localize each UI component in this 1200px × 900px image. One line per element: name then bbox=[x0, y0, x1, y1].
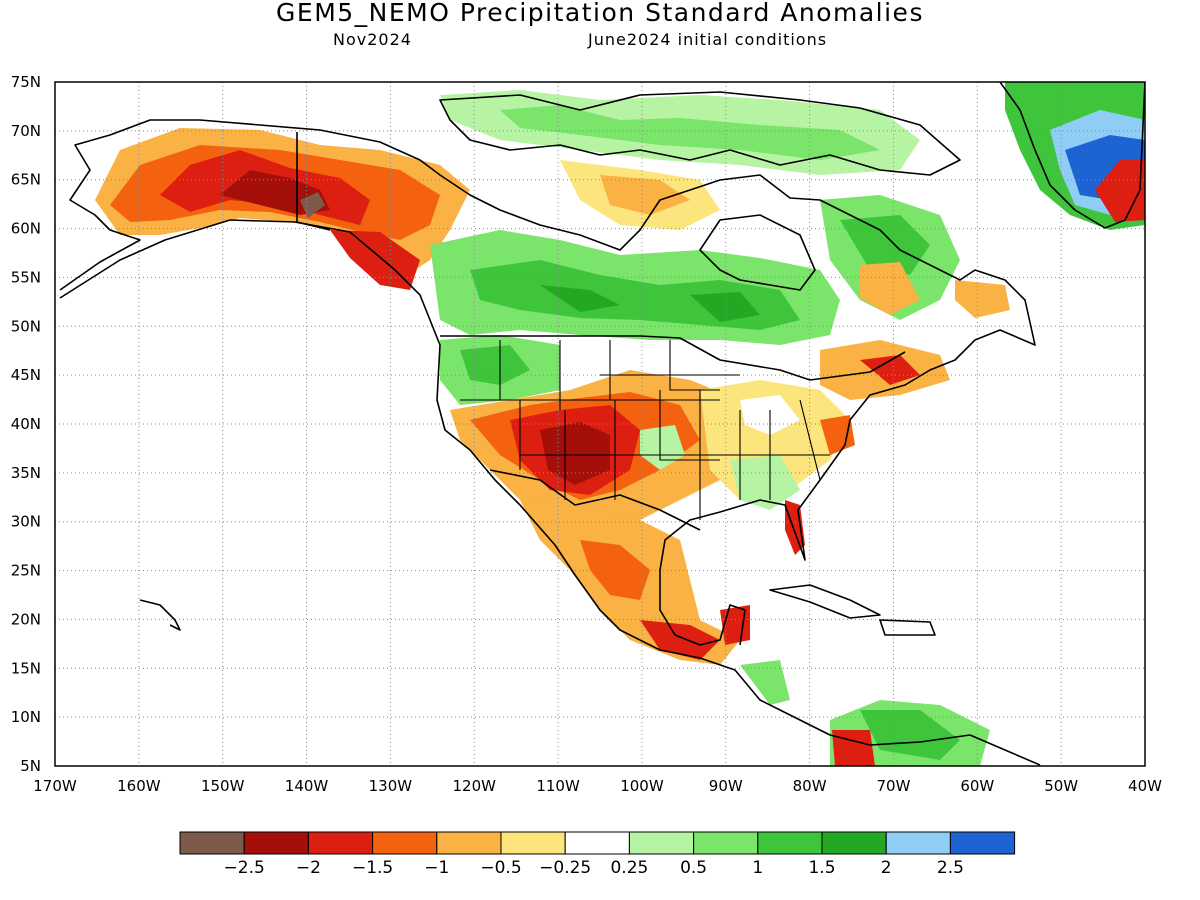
coastline-hudson-bay bbox=[699, 214, 816, 291]
colorbar-swatch bbox=[243, 831, 309, 855]
colorbar-swatch bbox=[436, 831, 502, 855]
map-frame bbox=[54, 81, 1146, 767]
colorbar-swatch bbox=[821, 831, 887, 855]
colorbar-swatch bbox=[628, 831, 695, 855]
colorbar-label: 2.5 bbox=[937, 858, 964, 878]
lat-tick-label: 5N bbox=[20, 757, 41, 775]
colorbar-label: 1.5 bbox=[808, 858, 835, 878]
lon-tick-label: 150W bbox=[201, 777, 245, 795]
coastline-arctic-islands bbox=[439, 91, 961, 176]
lon-tick-label: 80W bbox=[793, 777, 827, 795]
colorbar-label: −2 bbox=[296, 858, 321, 878]
colorbar-label: −1 bbox=[424, 858, 449, 878]
lat-tick-label: 25N bbox=[11, 562, 41, 580]
lat-tick-label: 65N bbox=[11, 171, 41, 189]
colorbar-swatch bbox=[500, 831, 566, 855]
colorbar-label: 0.5 bbox=[680, 858, 707, 878]
lon-tick-label: 70W bbox=[877, 777, 911, 795]
lat-tick-label: 50N bbox=[11, 317, 41, 335]
colorbar-label: −0.25 bbox=[539, 858, 591, 878]
lat-tick-label: 15N bbox=[11, 659, 41, 677]
lon-tick-label: 40W bbox=[1128, 777, 1162, 795]
colorbar-label: −2.5 bbox=[224, 858, 265, 878]
anomaly-shading bbox=[95, 82, 1145, 766]
lon-tick-label: 90W bbox=[709, 777, 743, 795]
lat-tick-label: 35N bbox=[11, 464, 41, 482]
colorbar-swatch bbox=[564, 831, 630, 855]
colorbar-label: 0.25 bbox=[610, 858, 648, 878]
map-gridlines bbox=[55, 82, 1145, 766]
colorbar-swatch bbox=[372, 831, 438, 855]
lon-tick-label: 110W bbox=[536, 777, 580, 795]
longitude-axis-labels: 170W 160W 150W 140W 130W 120W 110W 100W 90W 80W 70… bbox=[33, 777, 1162, 795]
lon-tick-label: 60W bbox=[960, 777, 994, 795]
coastlines bbox=[59, 82, 1145, 766]
lat-tick-label: 55N bbox=[11, 268, 41, 286]
border-us-mexico bbox=[489, 469, 701, 531]
lon-tick-label: 100W bbox=[620, 777, 664, 795]
colorbar-swatch bbox=[949, 831, 1016, 855]
colorbar-swatch bbox=[757, 831, 823, 855]
colorbar-swatch bbox=[307, 831, 374, 855]
colorbar-swatch bbox=[693, 831, 759, 855]
lat-tick-label: 20N bbox=[11, 610, 41, 628]
lon-tick-label: 160W bbox=[117, 777, 161, 795]
colorbar-swatch bbox=[885, 831, 951, 855]
valid-month-label: Nov2024 bbox=[333, 30, 412, 49]
lat-tick-label: 60N bbox=[11, 220, 41, 238]
lon-tick-label: 130W bbox=[369, 777, 413, 795]
colorbar-label: 2 bbox=[881, 858, 892, 878]
lon-tick-label: 140W bbox=[285, 777, 329, 795]
lon-tick-label: 50W bbox=[1044, 777, 1078, 795]
colorbar: −2.5 −2 −1.5 −1 −0.5 −0.25 0.25 0.5 1 1.5 2 2.5 bbox=[179, 831, 1016, 878]
coastline-hawaii bbox=[139, 599, 181, 631]
colorbar-swatch bbox=[179, 831, 245, 855]
colorbar-label: −0.5 bbox=[480, 858, 521, 878]
coastline-greenland bbox=[999, 82, 1145, 229]
latitude-axis-labels: 5N 10N 15N 20N 25N 30N 35N 40N 45N 50N 55N 60N 65N 70… bbox=[11, 73, 41, 775]
border-alaska-canada bbox=[296, 132, 331, 231]
coastline-north-america bbox=[59, 119, 1041, 766]
chart-title: GEM5_NEMO Precipitation Standard Anomali… bbox=[276, 0, 924, 27]
lon-tick-label: 170W bbox=[33, 777, 77, 795]
lat-tick-label: 40N bbox=[11, 415, 41, 433]
initial-conditions-label: June2024 initial conditions bbox=[588, 30, 828, 49]
colorbar-label: −1.5 bbox=[352, 858, 393, 878]
lat-tick-label: 75N bbox=[11, 73, 41, 91]
state-lines bbox=[460, 340, 830, 520]
colorbar-label: 1 bbox=[752, 858, 763, 878]
border-us-canada bbox=[440, 335, 906, 381]
lat-tick-label: 70N bbox=[11, 122, 41, 140]
lat-tick-label: 45N bbox=[11, 366, 41, 384]
coastline-hispaniola bbox=[879, 619, 936, 636]
coastline-cuba bbox=[769, 584, 881, 619]
lon-tick-label: 120W bbox=[452, 777, 496, 795]
lat-tick-label: 10N bbox=[11, 708, 41, 726]
lat-tick-label: 30N bbox=[11, 513, 41, 531]
